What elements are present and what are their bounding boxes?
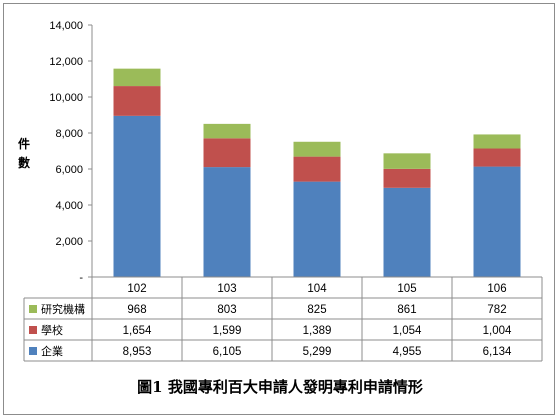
y-tick-label: 12,000 xyxy=(49,56,83,68)
x-category-label: 104 xyxy=(307,283,327,295)
bar-segment xyxy=(113,86,161,116)
bar-segment xyxy=(203,167,251,277)
bar-segment xyxy=(203,123,251,139)
table-cell-value: 8,953 xyxy=(123,346,152,358)
bar-segment xyxy=(383,187,431,277)
legend-label: 企業 xyxy=(41,344,63,358)
table-cell-value: 1,054 xyxy=(393,325,422,337)
table-cell-value: 1,004 xyxy=(483,325,512,337)
y-axis-label-char-2: 數 xyxy=(18,155,30,170)
chart-frame xyxy=(3,3,555,415)
bar-segment xyxy=(473,166,521,277)
bar-segment xyxy=(473,134,521,149)
bar-segment xyxy=(473,148,521,167)
y-axis-ticks: - 2,000 4,000 6,000 8,000 10,000 12,000 14,000 xyxy=(49,20,92,284)
y-tick-label: 10,000 xyxy=(49,92,83,104)
table-cell-value: 6,105 xyxy=(213,346,242,358)
x-category-label: 103 xyxy=(217,283,236,295)
x-category-label: 102 xyxy=(127,283,146,295)
table-cell-value: 1,599 xyxy=(213,325,242,337)
table-cell-value: 6,134 xyxy=(483,346,512,358)
bar-segment xyxy=(293,141,341,157)
y-tick-label: 2,000 xyxy=(55,236,83,248)
figure-caption: 圖1 我國專利百大申請人發明專利申請情形 xyxy=(137,378,423,396)
data-table: 102 103 104 105 106 研究機構 968 803 825 861 782 學校 1,65… xyxy=(23,276,543,362)
table-cell-value: 782 xyxy=(487,304,506,316)
y-tick-label: 14,000 xyxy=(49,20,83,32)
bar-segment xyxy=(113,68,161,87)
bar-segment xyxy=(293,156,341,182)
legend-label: 學校 xyxy=(41,323,63,337)
y-tick-label: - xyxy=(79,272,83,284)
table-cell-value: 803 xyxy=(217,304,236,316)
y-tick-label: 4,000 xyxy=(55,200,83,212)
bars xyxy=(113,68,521,277)
table-cell-value: 5,299 xyxy=(303,346,332,358)
bar-segment xyxy=(203,138,251,168)
y-tick-label: 8,000 xyxy=(55,128,83,140)
legend-swatch xyxy=(29,326,37,334)
table-cell-value: 4,955 xyxy=(393,346,422,358)
legend-label: 研究機構 xyxy=(41,302,85,316)
bar-segment xyxy=(383,153,431,169)
table-cell-value: 825 xyxy=(307,304,326,316)
x-category-label: 106 xyxy=(487,283,506,295)
bar-segment xyxy=(383,168,431,188)
x-category-label: 105 xyxy=(397,283,416,295)
legend-swatch xyxy=(29,347,37,355)
legend-swatch xyxy=(29,305,37,313)
table-cell-value: 861 xyxy=(397,304,416,316)
table-cell-value: 968 xyxy=(127,304,146,316)
table-cell-value: 1,389 xyxy=(303,325,332,337)
y-tick-label: 6,000 xyxy=(55,164,83,176)
bar-segment xyxy=(293,181,341,277)
bar-segment xyxy=(113,115,161,277)
table-cell-value: 1,654 xyxy=(123,325,152,337)
y-axis-label-char-1: 件 xyxy=(18,136,30,151)
